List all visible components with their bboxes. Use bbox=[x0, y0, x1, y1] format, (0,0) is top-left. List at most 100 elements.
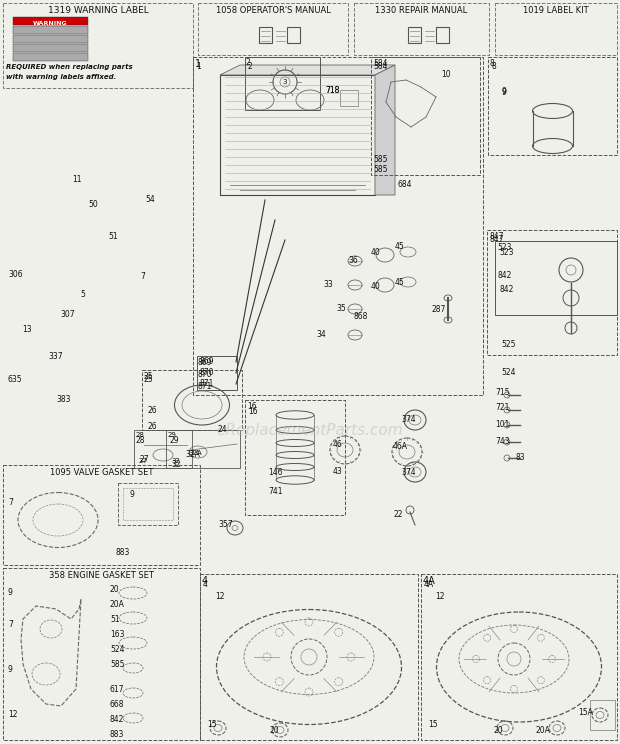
Bar bbox=[13, 17, 88, 25]
Text: 7: 7 bbox=[8, 498, 13, 507]
Text: 869: 869 bbox=[199, 357, 213, 366]
Text: 13: 13 bbox=[22, 325, 32, 334]
Text: 36: 36 bbox=[348, 256, 358, 265]
Text: 585: 585 bbox=[373, 165, 388, 174]
Text: 4A: 4A bbox=[424, 580, 434, 589]
Text: 146: 146 bbox=[268, 468, 283, 477]
Text: 35: 35 bbox=[336, 304, 346, 313]
Text: 9: 9 bbox=[8, 588, 13, 597]
Text: 842: 842 bbox=[110, 715, 125, 724]
Bar bbox=[3, 465, 200, 565]
Text: 9: 9 bbox=[8, 665, 13, 674]
Text: 34: 34 bbox=[316, 330, 326, 339]
Text: 20: 20 bbox=[110, 585, 120, 594]
Text: 27: 27 bbox=[140, 455, 149, 464]
Text: 525: 525 bbox=[501, 340, 515, 349]
Text: 374: 374 bbox=[401, 468, 415, 477]
Text: 374: 374 bbox=[401, 415, 415, 424]
Bar bbox=[123, 488, 173, 520]
Text: 7: 7 bbox=[140, 272, 145, 281]
Text: 524: 524 bbox=[110, 645, 125, 654]
Text: 28: 28 bbox=[136, 432, 145, 438]
Text: 1330 REPAIR MANUAL: 1330 REPAIR MANUAL bbox=[375, 6, 467, 15]
Text: 741: 741 bbox=[268, 487, 283, 496]
Bar bbox=[495, 3, 617, 55]
Text: 15A: 15A bbox=[578, 708, 593, 717]
Text: REQUIRED when replacing parts: REQUIRED when replacing parts bbox=[6, 64, 133, 70]
Text: 1: 1 bbox=[196, 62, 201, 71]
Text: 32A: 32A bbox=[185, 450, 200, 459]
Text: 883: 883 bbox=[110, 730, 125, 739]
Bar bbox=[200, 574, 418, 740]
Text: 883: 883 bbox=[115, 548, 130, 557]
Text: 1095 VALVE GASKET SET: 1095 VALVE GASKET SET bbox=[50, 468, 153, 477]
Text: 20: 20 bbox=[493, 726, 503, 735]
Text: 32A: 32A bbox=[188, 450, 202, 456]
Text: 20A: 20A bbox=[535, 726, 550, 735]
Text: 28: 28 bbox=[136, 436, 146, 445]
Bar bbox=[13, 35, 88, 43]
Text: 15: 15 bbox=[207, 720, 216, 729]
Text: 842: 842 bbox=[499, 285, 513, 294]
Text: 32: 32 bbox=[171, 458, 180, 464]
Bar bbox=[166, 430, 240, 468]
Text: 870: 870 bbox=[197, 370, 211, 379]
Bar bbox=[495, 241, 617, 315]
Text: 29: 29 bbox=[170, 436, 180, 445]
Bar bbox=[13, 53, 88, 61]
Text: WARNING: WARNING bbox=[33, 21, 68, 26]
Text: 842: 842 bbox=[497, 271, 511, 280]
Polygon shape bbox=[220, 65, 395, 75]
Text: 2: 2 bbox=[246, 58, 250, 67]
Text: 584: 584 bbox=[373, 59, 388, 68]
Text: 46: 46 bbox=[333, 440, 343, 449]
Text: 524: 524 bbox=[501, 368, 515, 377]
Text: 1319 WARNING LABEL: 1319 WARNING LABEL bbox=[48, 6, 148, 15]
Bar bbox=[407, 27, 420, 43]
Text: 101: 101 bbox=[495, 420, 510, 429]
Text: 2: 2 bbox=[248, 62, 253, 71]
Bar bbox=[118, 483, 178, 525]
Text: 307: 307 bbox=[60, 310, 74, 319]
Text: 24: 24 bbox=[217, 425, 227, 434]
Text: 358 ENGINE GASKET SET: 358 ENGINE GASKET SET bbox=[49, 571, 154, 580]
Text: 51: 51 bbox=[110, 615, 120, 624]
Bar bbox=[435, 27, 448, 43]
Text: 12: 12 bbox=[8, 710, 17, 719]
Text: 16: 16 bbox=[248, 407, 258, 416]
Text: 743: 743 bbox=[495, 437, 510, 446]
Text: 585: 585 bbox=[110, 660, 125, 669]
Bar bbox=[371, 57, 480, 175]
Text: 12: 12 bbox=[215, 592, 224, 601]
Bar bbox=[354, 3, 489, 55]
Text: 617: 617 bbox=[110, 685, 125, 694]
Text: 668: 668 bbox=[110, 700, 125, 709]
Bar bbox=[245, 400, 345, 515]
Bar bbox=[3, 568, 200, 740]
Text: 50: 50 bbox=[88, 200, 98, 209]
Text: 25: 25 bbox=[144, 375, 154, 384]
Text: 287: 287 bbox=[432, 305, 446, 314]
Text: 870: 870 bbox=[199, 368, 213, 377]
Text: 8: 8 bbox=[490, 59, 495, 68]
Text: 523: 523 bbox=[497, 243, 511, 252]
Text: 45: 45 bbox=[395, 242, 405, 251]
Bar bbox=[13, 26, 88, 34]
Bar bbox=[3, 3, 193, 88]
Text: 15: 15 bbox=[428, 720, 438, 729]
Text: 1019 LABEL KIT: 1019 LABEL KIT bbox=[523, 6, 589, 15]
Bar bbox=[421, 574, 617, 740]
Text: 635: 635 bbox=[8, 375, 22, 384]
Text: 585: 585 bbox=[373, 155, 388, 164]
Bar bbox=[198, 3, 348, 55]
Text: 3: 3 bbox=[283, 79, 287, 85]
Text: 4: 4 bbox=[203, 580, 208, 589]
Bar bbox=[287, 27, 300, 43]
Text: 523: 523 bbox=[499, 248, 513, 257]
Bar bbox=[13, 44, 88, 52]
Bar bbox=[220, 75, 375, 195]
Text: 25: 25 bbox=[144, 372, 154, 381]
Text: 357: 357 bbox=[218, 520, 232, 529]
Text: 26: 26 bbox=[147, 422, 157, 431]
Text: 715: 715 bbox=[495, 388, 510, 397]
